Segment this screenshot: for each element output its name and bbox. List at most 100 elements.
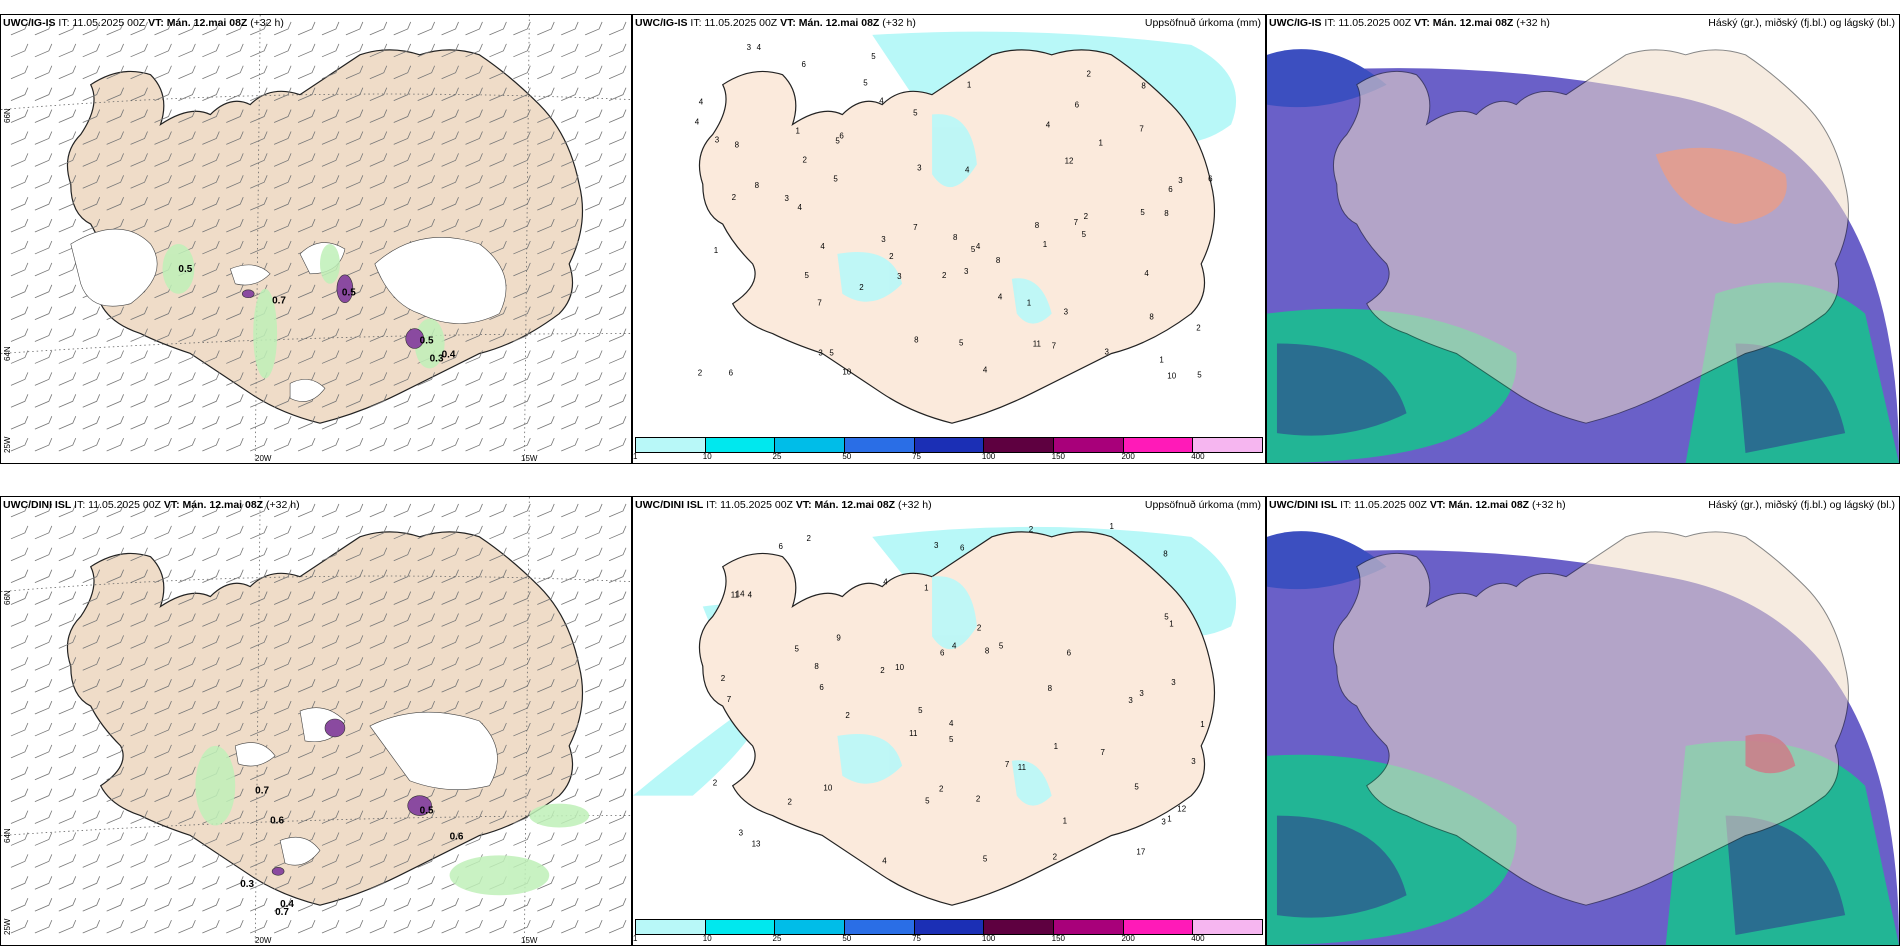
wind-barb — [489, 722, 507, 737]
panel-subtitle: Háský (gr.), miðský (fj.bl.) og lágský (… — [1708, 17, 1895, 29]
wind-barb — [178, 175, 196, 189]
wind-barb — [82, 832, 101, 846]
heavy-precip — [241, 274, 424, 349]
wind-barb — [513, 437, 531, 452]
precip-panel-top: UWC/IG-IS IT: 11.05.2025 00Z VT: Mán. 12… — [632, 14, 1266, 464]
wind-barb — [393, 876, 412, 890]
wind-barb — [10, 153, 29, 167]
wind-barb — [226, 722, 244, 737]
precip-value-label: 6 — [819, 683, 824, 692]
wind-barb — [130, 87, 148, 101]
wind-barb — [273, 613, 292, 627]
wind-barb — [250, 43, 268, 58]
wind-barb — [250, 679, 268, 693]
wind-barb — [369, 854, 388, 868]
wind-barb — [202, 306, 220, 321]
wind-value-label: 0.5 — [420, 806, 434, 817]
wind-panel-bottom: UWC/DINI ISL IT: 11.05.2025 00Z VT: Mán.… — [0, 496, 632, 946]
wind-barb — [441, 43, 459, 58]
wind-barb — [369, 700, 388, 715]
wind-barb — [82, 919, 101, 934]
lat-label: 64N — [3, 828, 12, 843]
wind-barb — [297, 437, 316, 452]
wind-barb — [584, 635, 603, 649]
snow-patches — [70, 228, 507, 402]
wind-barb — [178, 525, 196, 540]
wind-barb — [513, 766, 531, 781]
colorbar-tick: 1 — [633, 934, 638, 943]
wind-barb — [106, 657, 124, 671]
wind-barb — [58, 854, 77, 868]
wind-barb — [513, 306, 531, 321]
precip-value-label: 5 — [971, 245, 976, 254]
colorbar-ticks: 1 10 25 50 75 100 150 200 400 — [633, 452, 1263, 462]
wind-barb — [441, 21, 459, 36]
precip-value-label: 4 — [1144, 269, 1149, 278]
precip-map: 7645374853678768724588681043455325481243… — [695, 31, 1237, 424]
wind-barb — [273, 175, 292, 189]
wind-barb — [465, 328, 483, 342]
wind-barb — [321, 65, 340, 80]
wind-barb — [465, 657, 483, 671]
wind-barb — [273, 65, 292, 80]
panel-subtitle: Uppsöfnuð úrkoma (mm) — [1144, 499, 1261, 511]
wind-value-label: 0.5 — [342, 288, 356, 299]
colorbar-swatches — [635, 919, 1263, 935]
precip-value-label: 4 — [976, 242, 981, 251]
wind-barb — [58, 218, 77, 233]
wind-barb — [608, 43, 627, 58]
wind-barb — [250, 525, 268, 540]
precip-value-label: 4 — [879, 97, 884, 106]
wind-barb — [58, 197, 77, 211]
precip-value-label: 8 — [755, 181, 760, 190]
wind-barb — [82, 898, 101, 912]
wind-barb — [202, 876, 220, 890]
precip-value-label: 2 — [845, 711, 850, 720]
wind-barb — [489, 832, 507, 846]
precip-value-label: 10 — [842, 367, 851, 376]
precip-value-label: 7 — [913, 223, 918, 232]
wind-barb — [106, 919, 124, 934]
wind-barb — [393, 21, 412, 36]
cyan-over-land — [837, 576, 1052, 806]
wind-barb — [10, 306, 29, 321]
wind-barb — [417, 218, 435, 233]
wind-barb — [297, 679, 316, 693]
wind-barb — [561, 131, 579, 145]
wind-barb — [82, 876, 101, 890]
wind-barb — [321, 635, 340, 649]
wind-barb — [345, 218, 364, 233]
wind-barb — [58, 284, 77, 299]
wind-barb — [106, 591, 124, 605]
wind-barb — [321, 657, 340, 671]
precip-value-label: 7 — [1139, 124, 1144, 133]
precip-value-label: 2 — [1087, 70, 1092, 79]
wind-barb — [273, 240, 292, 255]
wind-barb — [345, 43, 364, 58]
wind-barb — [441, 109, 459, 123]
wind-barb — [441, 700, 459, 715]
wind-barb — [369, 657, 388, 671]
wind-barb — [561, 722, 579, 737]
precip-value-label: 8 — [996, 256, 1001, 265]
precip-value-label: 10 — [895, 663, 904, 672]
wind-barb — [608, 657, 627, 671]
precip-value-label: 3 — [934, 541, 939, 550]
wind-barb — [345, 657, 364, 671]
wind-barb — [34, 87, 53, 101]
wind-barb — [345, 832, 364, 846]
precip-value-label: 3 — [1128, 696, 1133, 705]
precip-value-label: 1 — [1159, 355, 1164, 364]
colorbar-swatch — [1123, 920, 1194, 934]
wind-barb — [489, 131, 507, 145]
wind-barb — [82, 437, 101, 452]
wind-barb — [297, 525, 316, 540]
wind-barb — [537, 65, 555, 80]
wind-barb — [82, 722, 101, 737]
wind-barb — [369, 613, 388, 627]
wind-barb — [513, 21, 531, 36]
wind-barb — [345, 635, 364, 649]
wind-barb — [441, 372, 459, 386]
wind-barb — [513, 569, 531, 583]
wind-barb — [561, 87, 579, 101]
